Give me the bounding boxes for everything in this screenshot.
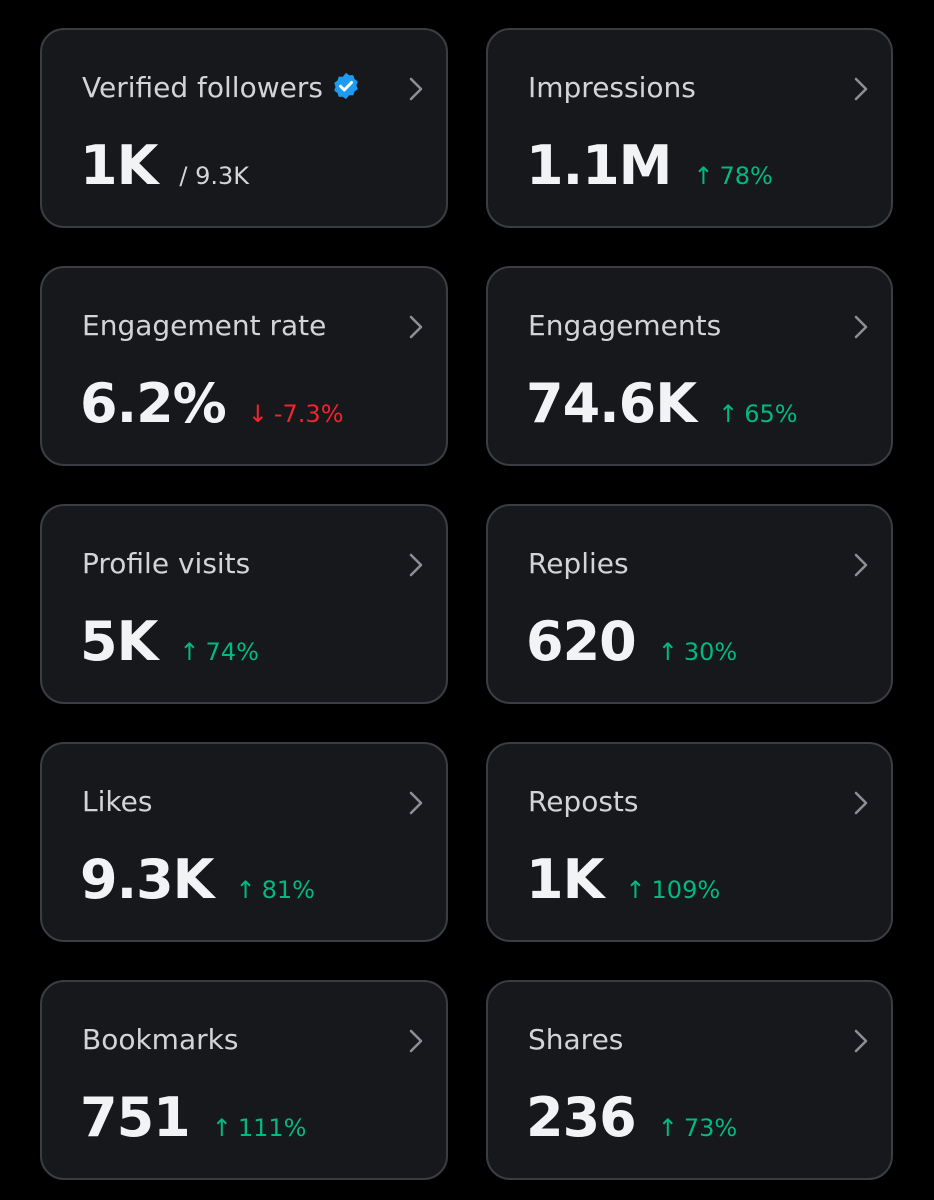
card-title: Profile visits bbox=[82, 547, 251, 580]
change-indicator: ↑ 111% bbox=[212, 1114, 307, 1142]
metric-value: 9.3K bbox=[80, 848, 215, 911]
card-title: Engagement rate bbox=[82, 309, 327, 342]
card-title-text: Verified followers bbox=[82, 71, 323, 104]
chevron-right-icon bbox=[854, 315, 868, 339]
chevron-right-icon bbox=[409, 315, 423, 339]
arrow-up-icon: ↑ bbox=[235, 876, 256, 904]
card-replies[interactable]: Replies 620 ↑ 30% bbox=[486, 504, 893, 704]
card-title: Likes bbox=[82, 785, 153, 818]
change-indicator: ↑ 81% bbox=[236, 876, 315, 904]
value-row: 5K ↑ 74% bbox=[80, 610, 259, 674]
value-row: 9.3K ↑ 81% bbox=[80, 848, 315, 912]
metric-value: 1K bbox=[526, 848, 604, 911]
card-title: Reposts bbox=[528, 785, 639, 818]
change-indicator: ↑ 30% bbox=[658, 638, 737, 666]
card-title: Replies bbox=[528, 547, 629, 580]
card-reposts[interactable]: Reposts 1K ↑ 109% bbox=[486, 742, 893, 942]
change-indicator: ↑ 73% bbox=[658, 1114, 737, 1142]
metric-value: 5K bbox=[80, 610, 158, 673]
change-value: 74% bbox=[205, 638, 259, 666]
change-indicator: ↑ 65% bbox=[718, 400, 797, 428]
chevron-right-icon bbox=[409, 791, 423, 815]
value-row: 1K / 9.3K bbox=[80, 134, 249, 198]
card-likes[interactable]: Likes 9.3K ↑ 81% bbox=[40, 742, 448, 942]
value-row: 751 ↑ 111% bbox=[80, 1086, 306, 1150]
chevron-right-icon bbox=[409, 1029, 423, 1053]
total-followers: / 9.3K bbox=[179, 162, 250, 190]
metric-value: 236 bbox=[526, 1086, 637, 1149]
card-title: Engagements bbox=[528, 309, 722, 342]
value-row: 6.2% ↓ -7.3% bbox=[80, 372, 344, 436]
arrow-up-icon: ↑ bbox=[693, 162, 714, 190]
card-title: Bookmarks bbox=[82, 1023, 239, 1056]
chevron-right-icon bbox=[409, 77, 423, 101]
metric-value: 1K bbox=[80, 134, 158, 197]
analytics-card-grid: Verified followers 1K / 9.3K Impressions… bbox=[40, 28, 893, 1180]
change-indicator: ↑ 78% bbox=[693, 162, 772, 190]
change-value: 78% bbox=[719, 162, 773, 190]
change-indicator: ↑ 74% bbox=[179, 638, 258, 666]
chevron-right-icon bbox=[854, 791, 868, 815]
verified-badge-icon bbox=[334, 72, 358, 100]
change-value: 109% bbox=[651, 876, 721, 904]
arrow-down-icon: ↓ bbox=[247, 400, 268, 428]
change-value: 81% bbox=[261, 876, 315, 904]
card-title: Shares bbox=[528, 1023, 624, 1056]
value-row: 236 ↑ 73% bbox=[526, 1086, 737, 1150]
card-bookmarks[interactable]: Bookmarks 751 ↑ 111% bbox=[40, 980, 448, 1180]
change-indicator: ↑ 109% bbox=[625, 876, 720, 904]
change-value: 30% bbox=[683, 638, 738, 666]
card-engagements[interactable]: Engagements 74.6K ↑ 65% bbox=[486, 266, 893, 466]
card-title: Impressions bbox=[528, 71, 696, 104]
arrow-up-icon: ↑ bbox=[718, 400, 739, 428]
change-value: -7.3% bbox=[273, 400, 344, 428]
arrow-up-icon: ↑ bbox=[657, 638, 678, 666]
card-profile-visits[interactable]: Profile visits 5K ↑ 74% bbox=[40, 504, 448, 704]
chevron-right-icon bbox=[854, 1029, 868, 1053]
change-indicator: ↓ -7.3% bbox=[248, 400, 344, 428]
value-row: 620 ↑ 30% bbox=[526, 610, 737, 674]
change-value: 111% bbox=[237, 1114, 307, 1142]
value-row: 1K ↑ 109% bbox=[526, 848, 720, 912]
metric-value: 74.6K bbox=[526, 372, 697, 435]
value-row: 1.1M ↑ 78% bbox=[526, 134, 773, 198]
chevron-right-icon bbox=[409, 553, 423, 577]
arrow-up-icon: ↑ bbox=[211, 1114, 232, 1142]
metric-value: 620 bbox=[526, 610, 637, 673]
value-row: 74.6K ↑ 65% bbox=[526, 372, 798, 436]
arrow-up-icon: ↑ bbox=[625, 876, 646, 904]
card-shares[interactable]: Shares 236 ↑ 73% bbox=[486, 980, 893, 1180]
metric-value: 6.2% bbox=[80, 372, 227, 435]
metric-value: 1.1M bbox=[526, 134, 672, 197]
card-engagement-rate[interactable]: Engagement rate 6.2% ↓ -7.3% bbox=[40, 266, 448, 466]
metric-value: 751 bbox=[80, 1086, 191, 1149]
card-verified-followers[interactable]: Verified followers 1K / 9.3K bbox=[40, 28, 448, 228]
card-impressions[interactable]: Impressions 1.1M ↑ 78% bbox=[486, 28, 893, 228]
chevron-right-icon bbox=[854, 77, 868, 101]
arrow-up-icon: ↑ bbox=[179, 638, 200, 666]
change-value: 65% bbox=[744, 400, 798, 428]
change-value: 73% bbox=[683, 1114, 738, 1142]
card-title: Verified followers bbox=[82, 68, 361, 108]
chevron-right-icon bbox=[854, 553, 868, 577]
arrow-up-icon: ↑ bbox=[657, 1114, 678, 1142]
